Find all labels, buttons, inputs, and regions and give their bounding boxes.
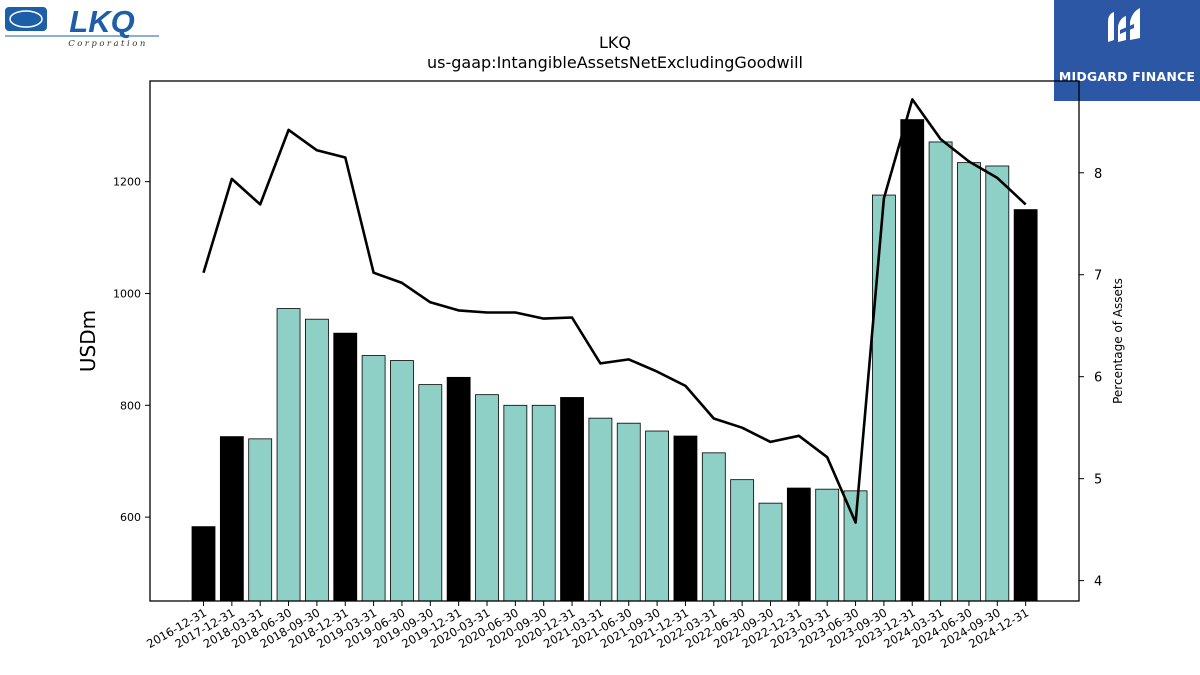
bar — [560, 397, 584, 602]
y-axis-left: 600 800 1000 1200 — [113, 176, 150, 524]
bar — [645, 430, 669, 602]
bar — [673, 435, 698, 602]
y-tick-label: 800 — [120, 399, 141, 412]
y-tick-label: 600 — [120, 511, 141, 524]
bar-series — [191, 119, 1038, 602]
bar — [985, 165, 1010, 602]
y2-tick-label: 4 — [1094, 575, 1102, 590]
chart-title: LKQ — [599, 33, 631, 52]
bar — [475, 394, 499, 602]
bar — [361, 355, 386, 602]
y2-tick-label: 7 — [1094, 269, 1102, 284]
y-tick-label: 1000 — [113, 287, 141, 300]
y2-tick-label: 5 — [1094, 473, 1102, 488]
bar — [758, 502, 783, 602]
bar — [503, 404, 528, 602]
midgard-logo-text: MIDGARD FINANCE — [1058, 69, 1196, 84]
y2-tick-label: 6 — [1094, 371, 1102, 386]
plot-frame — [149, 80, 1080, 602]
bar — [191, 526, 216, 602]
y2-tick-label: 8 — [1094, 167, 1102, 182]
bar — [1013, 209, 1038, 602]
bar — [616, 422, 641, 602]
y-axis-label: USDm — [76, 310, 100, 372]
midgard-logo-icon — [1108, 8, 1140, 42]
chart-subtitle: us-gaap:IntangibleAssetsNetExcludingGood… — [427, 53, 803, 72]
bar — [872, 194, 896, 602]
lkq-logo-text: LKQ — [69, 4, 134, 39]
bar — [843, 490, 868, 602]
y-tick-label: 1200 — [113, 176, 141, 189]
line-series — [202, 98, 1027, 524]
lkq-logo-mark: LKQ Corporation — [5, 4, 159, 49]
lkq-logo: LKQ Corporation — [4, 3, 160, 49]
bar — [333, 332, 358, 602]
bar — [446, 376, 471, 602]
midgard-finance-logo: MIDGARD FINANCE — [1054, 0, 1200, 101]
bar — [701, 452, 726, 602]
lkq-logo-globe-icon — [9, 10, 43, 28]
bar — [390, 360, 414, 602]
bar — [304, 318, 329, 602]
bar — [248, 438, 273, 602]
bar — [815, 488, 840, 602]
lkq-logo-subtext: Corporation — [68, 39, 148, 48]
line-series-path — [202, 98, 1027, 524]
bar — [928, 141, 953, 602]
y2-axis-label: Percentage of Assets — [1111, 278, 1125, 404]
bar — [588, 417, 613, 602]
bar — [531, 404, 556, 602]
x-axis: 2016-12-312017-12-312018-03-312018-06-30… — [144, 601, 1031, 651]
y-axis-right: 4 5 6 7 8 — [1079, 167, 1102, 590]
bar — [786, 487, 811, 602]
bar — [219, 436, 244, 602]
bar — [276, 308, 301, 602]
bar — [730, 479, 755, 602]
bar — [957, 162, 981, 602]
bar — [900, 119, 925, 602]
bar — [418, 384, 443, 602]
